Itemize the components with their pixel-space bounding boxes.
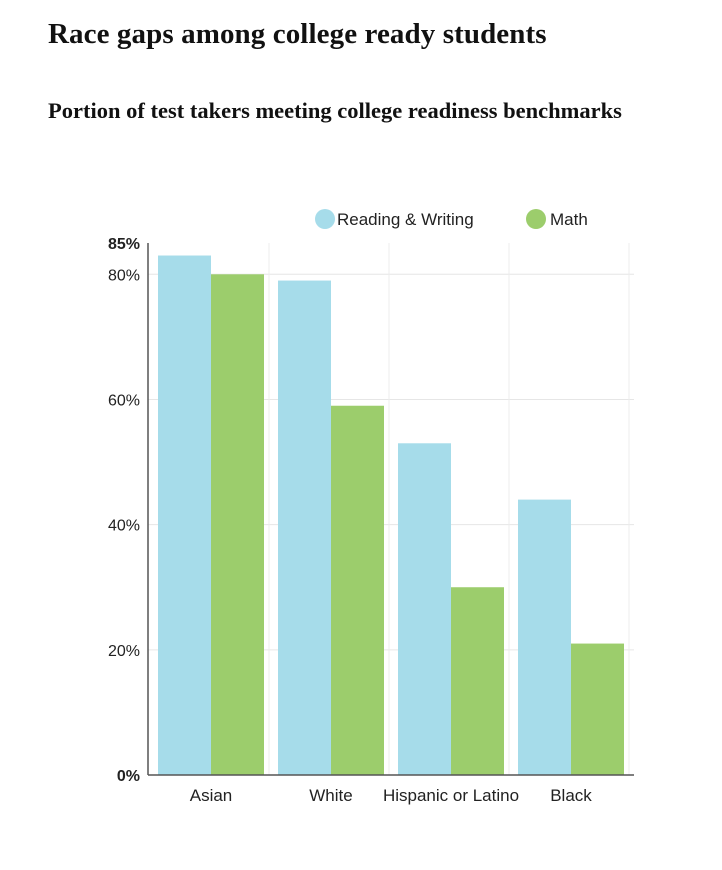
y-tick-labels: 0% 20% 40% 60% 80% 85% bbox=[108, 236, 140, 785]
bar-math-white bbox=[331, 405, 384, 775]
legend-swatch-icon bbox=[315, 209, 335, 229]
x-category-labels: Asian White Hispanic or Latino Black bbox=[190, 786, 593, 805]
bar-reading-writing-white bbox=[278, 280, 331, 775]
x-tick-label: Asian bbox=[190, 786, 233, 805]
chart-title: Race gaps among college ready students bbox=[48, 18, 547, 50]
bar-math-asian bbox=[211, 274, 264, 775]
y-tick-label: 0% bbox=[117, 768, 140, 785]
legend-label: Reading & Writing bbox=[337, 210, 474, 229]
axes bbox=[147, 243, 634, 776]
chart-subtitle: Portion of test takers meeting college r… bbox=[48, 98, 622, 123]
grid-lines bbox=[148, 243, 634, 775]
y-tick-label: 60% bbox=[108, 392, 140, 409]
y-tick-label: 20% bbox=[108, 643, 140, 660]
y-tick-label: 40% bbox=[108, 518, 140, 535]
legend-label: Math bbox=[550, 210, 588, 229]
bar-reading-writing-asian bbox=[158, 255, 211, 776]
bar-reading-writing-hispanic-or-latino bbox=[398, 443, 451, 775]
x-tick-label: Black bbox=[550, 786, 592, 805]
x-tick-label: White bbox=[309, 786, 352, 805]
bar-math-black bbox=[571, 643, 624, 775]
legend-swatch-icon bbox=[526, 209, 546, 229]
bars bbox=[158, 255, 624, 776]
legend: Reading & Writing Math bbox=[315, 209, 588, 229]
y-tick-label: 85% bbox=[108, 236, 140, 253]
bar-math-hispanic-or-latino bbox=[451, 587, 504, 775]
x-tick-label: Hispanic or Latino bbox=[383, 786, 519, 805]
y-tick-label: 80% bbox=[108, 267, 140, 284]
bar-reading-writing-black bbox=[518, 499, 571, 775]
